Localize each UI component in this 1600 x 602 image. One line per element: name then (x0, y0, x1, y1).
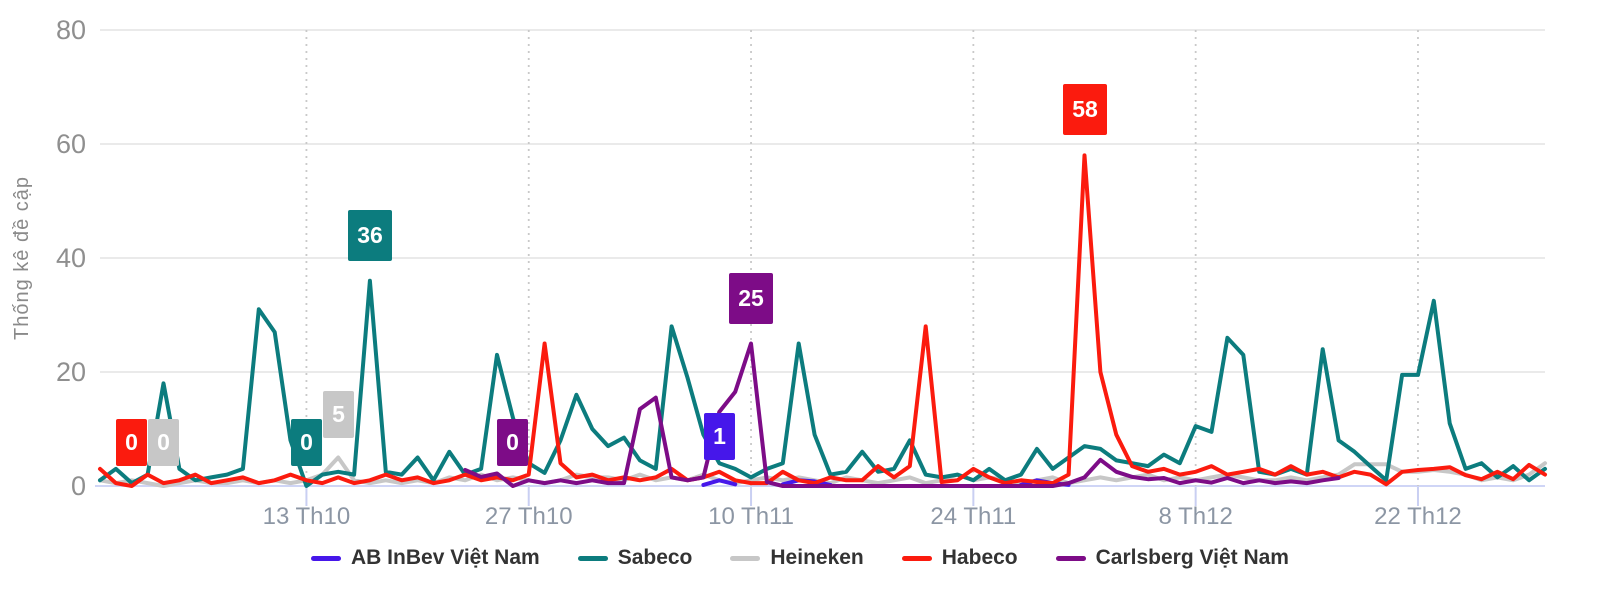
x-tick-label: 10 Th11 (708, 503, 794, 530)
legend-item-sabeco[interactable]: Sabeco (577, 546, 693, 570)
legend-item-heineken[interactable]: Heineken (730, 546, 864, 570)
chart-legend: AB InBev Việt Nam Sabeco Heineken Habeco Car… (311, 546, 1289, 570)
y-tick-label: 80 (56, 15, 86, 45)
legend-item-habeco[interactable]: Habeco (901, 546, 1018, 570)
legend-label: AB InBev Việt Nam (351, 546, 540, 569)
legend-item-carlsberg-việt-nam[interactable]: Carlsberg Việt Nam (1055, 546, 1289, 570)
legend-swatch-icon (1055, 555, 1086, 561)
legend-label: Sabeco (617, 546, 693, 569)
legend-swatch-icon (730, 555, 761, 561)
x-tick-label: 13 Th10 (263, 503, 351, 530)
series-line-sabeco[interactable] (98, 278, 1547, 488)
legend-item-ab-inbev-việt-nam[interactable]: AB InBev Việt Nam (311, 546, 540, 570)
x-tick-label: 24 Th11 (930, 503, 1016, 530)
y-tick-label: 40 (56, 243, 86, 273)
y-axis-title: Thống kê đề cập (11, 176, 33, 340)
x-tick-label: 22 Th12 (1374, 503, 1462, 530)
y-tick-label: 60 (56, 129, 86, 159)
legend-label: Heineken (770, 546, 864, 569)
legend-swatch-icon (577, 555, 608, 561)
x-tick-label: 8 Th12 (1159, 503, 1233, 530)
legend-label: Habeco (941, 546, 1018, 569)
legend-swatch-icon (901, 555, 932, 561)
series-line-carlsberg-việt-nam[interactable] (463, 341, 1341, 488)
series-line-habeco[interactable] (98, 153, 1547, 488)
series-line-ab-inbev-việt-nam[interactable] (701, 478, 738, 487)
legend-label: Carlsberg Việt Nam (1095, 546, 1289, 569)
y-tick-label: 20 (56, 357, 86, 387)
x-tick-label: 27 Th10 (485, 503, 573, 530)
legend-swatch-icon (311, 555, 342, 561)
y-tick-label: 0 (71, 471, 86, 501)
